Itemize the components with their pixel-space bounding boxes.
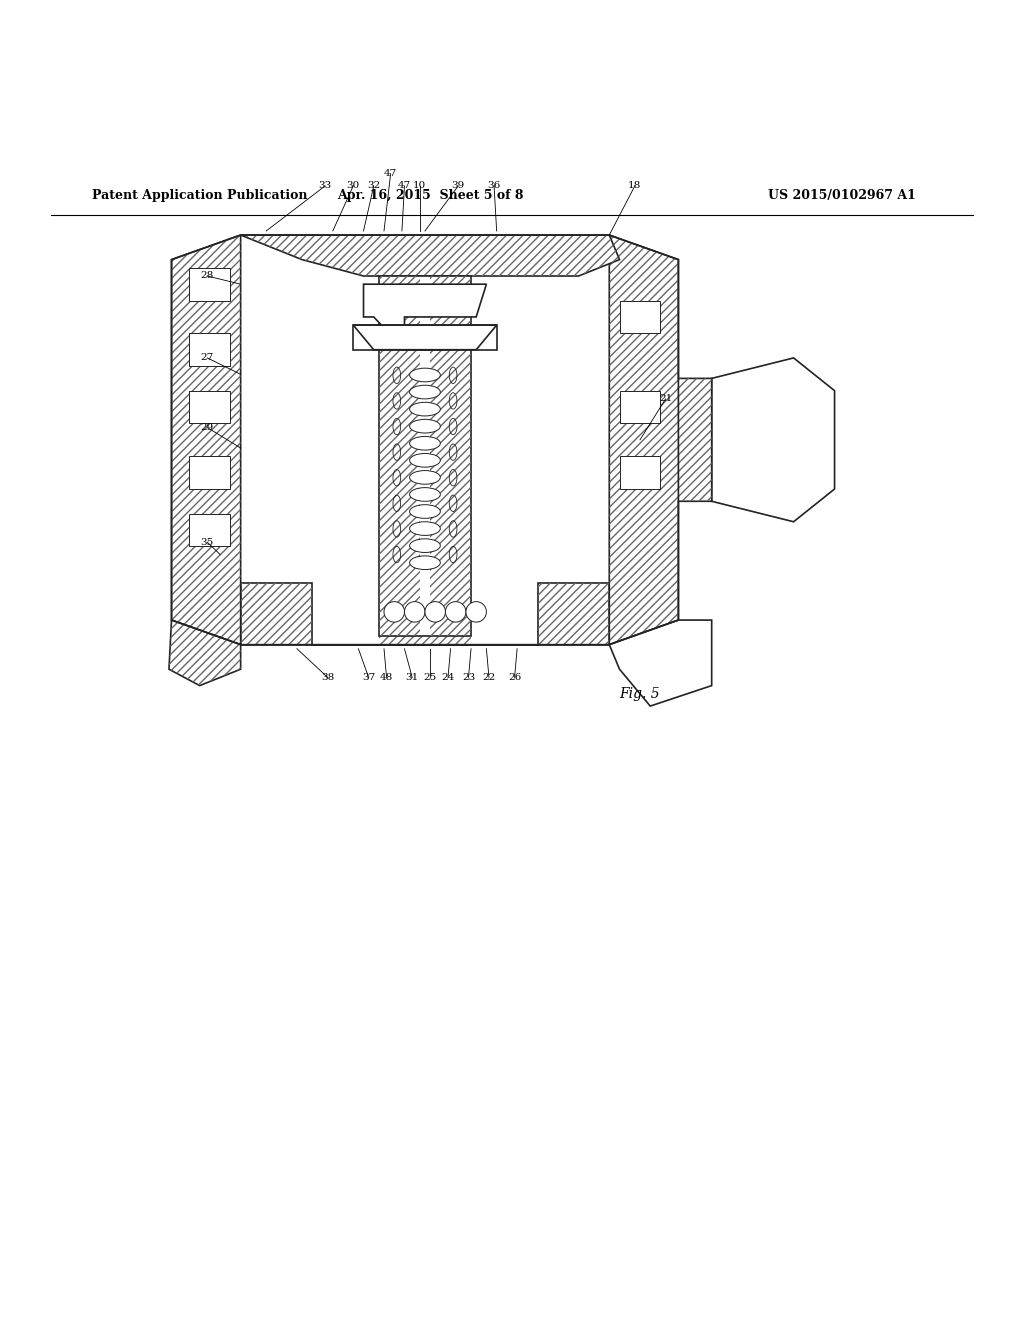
Circle shape (425, 602, 445, 622)
Text: 23: 23 (462, 673, 475, 682)
Text: 47: 47 (384, 169, 397, 178)
Ellipse shape (410, 420, 440, 433)
Text: 21: 21 (659, 395, 672, 404)
Polygon shape (353, 325, 497, 350)
Text: Apr. 16, 2015  Sheet 5 of 8: Apr. 16, 2015 Sheet 5 of 8 (337, 189, 523, 202)
Ellipse shape (410, 454, 440, 467)
Text: US 2015/0102967 A1: US 2015/0102967 A1 (768, 189, 915, 202)
Text: 38: 38 (322, 673, 334, 682)
Bar (189, 457, 230, 488)
Circle shape (404, 602, 425, 622)
Ellipse shape (410, 504, 440, 519)
Ellipse shape (410, 539, 440, 553)
Ellipse shape (410, 403, 440, 416)
Polygon shape (609, 620, 712, 706)
Ellipse shape (410, 521, 440, 536)
Text: 33: 33 (318, 181, 332, 190)
Text: Fig. 5: Fig. 5 (620, 686, 660, 701)
Text: 27: 27 (201, 354, 214, 363)
Text: 24: 24 (441, 673, 455, 682)
Text: Patent Application Publication: Patent Application Publication (92, 189, 307, 202)
Bar (620, 457, 660, 488)
Text: 48: 48 (380, 673, 393, 682)
Text: 35: 35 (201, 537, 214, 546)
Circle shape (445, 602, 466, 622)
Text: 18: 18 (629, 181, 641, 190)
Bar (189, 391, 230, 424)
Bar (620, 301, 660, 334)
Polygon shape (241, 235, 620, 276)
Polygon shape (609, 235, 712, 644)
Text: 28: 28 (201, 272, 214, 281)
Bar (189, 513, 230, 546)
Ellipse shape (410, 487, 440, 502)
Polygon shape (241, 583, 609, 644)
Text: 32: 32 (368, 181, 380, 190)
Text: 29: 29 (201, 422, 214, 432)
Polygon shape (169, 620, 241, 685)
Bar (620, 391, 660, 424)
Text: 10: 10 (414, 181, 426, 190)
Polygon shape (171, 235, 241, 644)
Text: 30: 30 (347, 181, 359, 190)
Bar (189, 268, 230, 301)
Text: 37: 37 (362, 673, 375, 682)
Text: 22: 22 (482, 673, 496, 682)
Circle shape (466, 602, 486, 622)
Ellipse shape (410, 470, 440, 484)
Text: 36: 36 (487, 181, 501, 190)
Ellipse shape (410, 368, 440, 381)
Circle shape (384, 602, 404, 622)
Ellipse shape (410, 437, 440, 450)
Ellipse shape (410, 556, 440, 569)
Polygon shape (364, 284, 486, 350)
Bar (379, 276, 471, 636)
Polygon shape (712, 358, 835, 521)
Bar (189, 334, 230, 366)
Text: 25: 25 (424, 673, 436, 682)
Text: 26: 26 (508, 673, 521, 682)
Text: 47: 47 (398, 181, 411, 190)
Text: 39: 39 (452, 181, 465, 190)
Text: 31: 31 (406, 673, 419, 682)
Bar (353, 325, 497, 350)
Ellipse shape (410, 385, 440, 399)
